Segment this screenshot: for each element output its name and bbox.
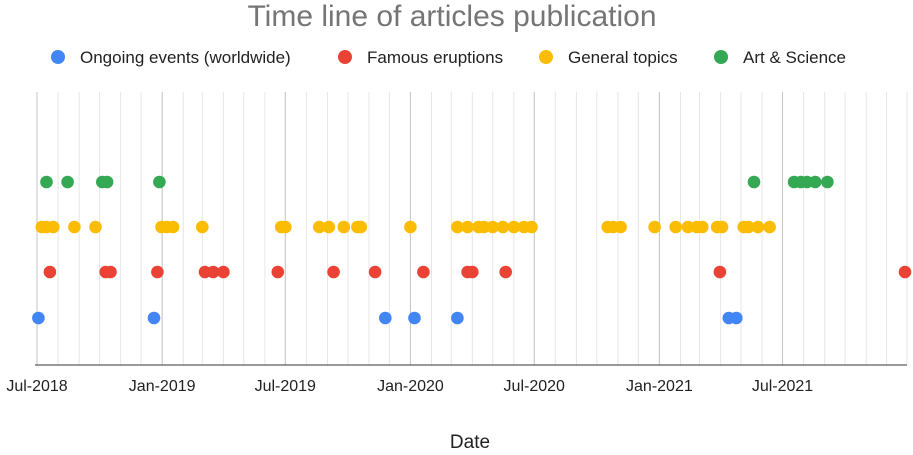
data-point (327, 265, 340, 279)
data-point (466, 265, 479, 279)
data-point (898, 265, 912, 279)
data-point (217, 265, 230, 279)
data-point (614, 220, 627, 234)
legend-marker-icon (714, 50, 728, 64)
data-point (166, 220, 180, 234)
x-axis-ticks: Jul-2018 Jan-2019 Jul-2019 Jan-2020 Jul-2020… (6, 378, 813, 395)
data-point (40, 175, 53, 189)
legend-label: General topics (568, 48, 678, 67)
data-point (681, 220, 695, 234)
data-point (525, 220, 538, 234)
data-point (151, 265, 164, 279)
legend-marker-icon (338, 50, 352, 64)
data-point (808, 175, 822, 189)
data-point (337, 220, 351, 234)
data-point (196, 220, 209, 234)
data-point (496, 220, 510, 234)
data-point (271, 265, 285, 279)
x-tick-label: Jul-2018 (6, 378, 67, 395)
data-point (404, 220, 417, 234)
data-point (47, 220, 60, 234)
data-point (147, 311, 161, 325)
data-point (751, 220, 765, 234)
legend-label: Art & Science (743, 48, 846, 67)
data-point (763, 220, 776, 234)
data-point (100, 175, 114, 189)
data-point (68, 220, 81, 234)
data-point (747, 175, 761, 189)
data-points (32, 175, 912, 325)
x-tick-label: Jul-2021 (752, 378, 813, 395)
data-point (408, 311, 421, 325)
data-point (730, 311, 743, 325)
x-tick-label: Jul-2019 (255, 378, 316, 395)
data-point (715, 220, 729, 234)
data-point (153, 175, 166, 189)
data-point (477, 220, 491, 234)
data-point (417, 265, 430, 279)
data-point (486, 220, 500, 234)
data-point (648, 220, 661, 234)
data-point (461, 220, 474, 234)
legend-marker-icon (539, 50, 553, 64)
data-point (507, 220, 521, 234)
data-point (313, 220, 326, 234)
data-point (713, 265, 727, 279)
legend-marker-icon (51, 50, 65, 64)
legend-label: Famous eruptions (367, 48, 503, 67)
data-point (104, 265, 117, 279)
data-point (451, 220, 464, 234)
x-axis-title: Date (450, 432, 490, 453)
legend-label: Ongoing events (worldwide) (80, 48, 291, 67)
legend: Ongoing events (worldwide) Famous eruptio… (51, 48, 846, 67)
x-tick-label: Jan-2019 (129, 378, 196, 395)
data-point (89, 220, 102, 234)
x-tick-label: Jul-2020 (504, 378, 565, 395)
x-tick-label: Jan-2021 (626, 378, 693, 395)
data-point (379, 311, 392, 325)
data-point (61, 175, 74, 189)
data-point (742, 220, 755, 234)
data-point (322, 220, 336, 234)
data-point (368, 265, 382, 279)
data-point (32, 311, 45, 325)
data-point (206, 265, 220, 279)
data-point (279, 220, 292, 234)
data-point (43, 265, 57, 279)
data-point (696, 220, 709, 234)
data-point (821, 175, 834, 189)
data-point (354, 220, 368, 234)
data-point (669, 220, 682, 234)
x-tick-label: Jan-2020 (377, 378, 444, 395)
data-point (499, 265, 512, 279)
chart-title: Time line of articles publication (247, 0, 656, 33)
data-point (451, 311, 464, 325)
